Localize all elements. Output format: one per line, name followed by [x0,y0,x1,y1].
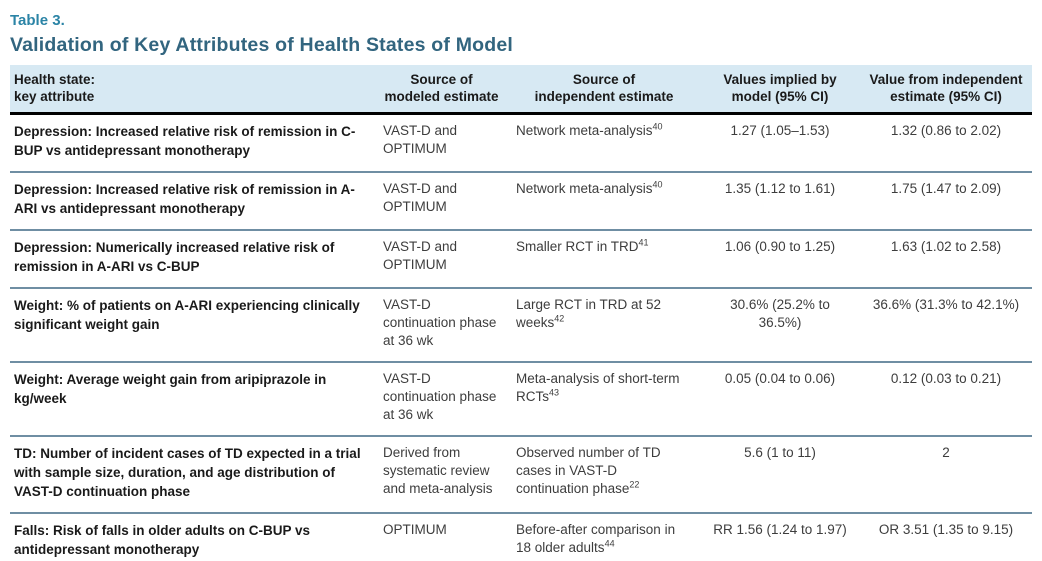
cell-attribute: TD: Number of incident cases of TD expec… [14,446,361,499]
cell-independent-source: Large RCT in TRD at 52 weeks42 [508,288,700,362]
cell-modeled-source: VAST-D continuation phase at 36 wk [383,297,497,348]
reference-number: 43 [549,387,560,398]
source-text: Smaller RCT in TRD [516,239,639,254]
cell-attribute: Depression: Increased relative risk of r… [14,124,356,158]
cell-independent-value: 1.63 (1.02 to 2.58) [890,239,1002,254]
validation-table: Health state: key attribute Source of mo… [10,65,1032,561]
column-header-independent-values: Value from independent estimate (95% CI) [860,65,1032,115]
header-line: Source of [410,72,473,87]
header-line: Source of [572,72,636,87]
cell-attribute: Depression: Increased relative risk of r… [14,182,355,216]
cell-attribute: Falls: Risk of falls in older adults on … [14,523,311,557]
cell-attribute: Weight: Average weight gain from aripipr… [14,372,327,406]
column-header-model-values: Values implied by model (95% CI) [700,65,860,115]
reference-number: 40 [652,121,663,132]
table-row: Depression: Numerically increased relati… [10,230,1032,288]
table-number-label: Table 3. [10,12,65,29]
header-line: modeled estimate [384,89,499,104]
column-header-health-state: Health state: key attribute [10,65,375,115]
reference-number: 42 [554,313,565,324]
cell-independent-source: Before-after comparison in 18 older adul… [508,513,700,561]
table-row: TD: Number of incident cases of TD expec… [10,436,1032,513]
source-text: Meta-analysis of short-term RCTs [516,371,680,404]
header-line: key attribute [14,89,95,104]
table-title: Validation of Key Attributes of Health S… [10,34,514,56]
source-text: Before-after comparison in 18 older adul… [516,522,676,555]
cell-modeled-source: VAST-D and OPTIMUM [383,181,458,214]
reference-number: 40 [652,179,663,190]
cell-independent-value: 2 [942,445,950,460]
cell-independent-value: 1.32 (0.86 to 2.02) [890,123,1002,138]
cell-independent-source: Network meta-analysis40 [508,114,700,173]
header-line: model (95% CI) [731,89,829,104]
header-line: Values implied by [723,72,837,87]
header-line: estimate (95% CI) [890,89,1002,104]
cell-modeled-source: OPTIMUM [383,522,447,537]
cell-independent-value: OR 3.51 (1.35 to 9.15) [878,522,1014,537]
cell-modeled-source: VAST-D and OPTIMUM [383,239,458,272]
table-row: Weight: Average weight gain from aripipr… [10,362,1032,436]
cell-independent-source: Meta-analysis of short-term RCTs43 [508,362,700,436]
cell-modeled-source: VAST-D and OPTIMUM [383,123,458,156]
table-row: Falls: Risk of falls in older adults on … [10,513,1032,561]
cell-attribute: Depression: Numerically increased relati… [14,240,335,274]
cell-model-value: 30.6% (25.2% to 36.5%) [730,297,830,330]
cell-independent-value: 0.12 (0.03 to 0.21) [890,371,1002,386]
header-line: Health state: [14,72,96,87]
header-row: Health state: key attribute Source of mo… [10,65,1032,115]
cell-independent-value: 36.6% (31.3% to 42.1%) [872,297,1020,312]
cell-independent-value: 1.75 (1.47 to 2.09) [890,181,1002,196]
table-body: Depression: Increased relative risk of r… [10,114,1032,561]
cell-independent-source: Network meta-analysis40 [508,172,700,230]
cell-model-value: RR 1.56 (1.24 to 1.97) [713,522,847,537]
source-text: Network meta-analysis [516,123,653,138]
cell-modeled-source: Derived from systematic review and meta-… [383,445,493,496]
header-line: Value from independent [869,72,1023,87]
column-header-modeled-source: Source of modeled estimate [375,65,508,115]
source-text: Network meta-analysis [516,181,653,196]
source-text: Large RCT in TRD at 52 weeks [516,297,662,330]
cell-modeled-source: VAST-D continuation phase at 36 wk [383,371,497,422]
column-header-independent-source: Source of independent estimate [508,65,700,115]
header-line: independent estimate [534,89,674,104]
table-row: Depression: Increased relative risk of r… [10,114,1032,173]
table-row: Depression: Increased relative risk of r… [10,172,1032,230]
table-row: Weight: % of patients on A-ARI experienc… [10,288,1032,362]
reference-number: 44 [604,538,615,549]
cell-independent-source: Smaller RCT in TRD41 [508,230,700,288]
source-text: Observed number of TD cases in VAST-D co… [516,445,661,496]
cell-independent-source: Observed number of TD cases in VAST-D co… [508,436,700,513]
cell-model-value: 5.6 (1 to 11) [744,445,816,460]
reference-number: 41 [638,237,649,248]
reference-number: 22 [629,479,640,490]
cell-model-value: 1.27 (1.05–1.53) [730,123,830,138]
cell-model-value: 1.35 (1.12 to 1.61) [724,181,836,196]
cell-model-value: 1.06 (0.90 to 1.25) [724,239,836,254]
cell-attribute: Weight: % of patients on A-ARI experienc… [14,298,360,332]
cell-model-value: 0.05 (0.04 to 0.06) [724,371,836,386]
table-header: Health state: key attribute Source of mo… [10,65,1032,115]
